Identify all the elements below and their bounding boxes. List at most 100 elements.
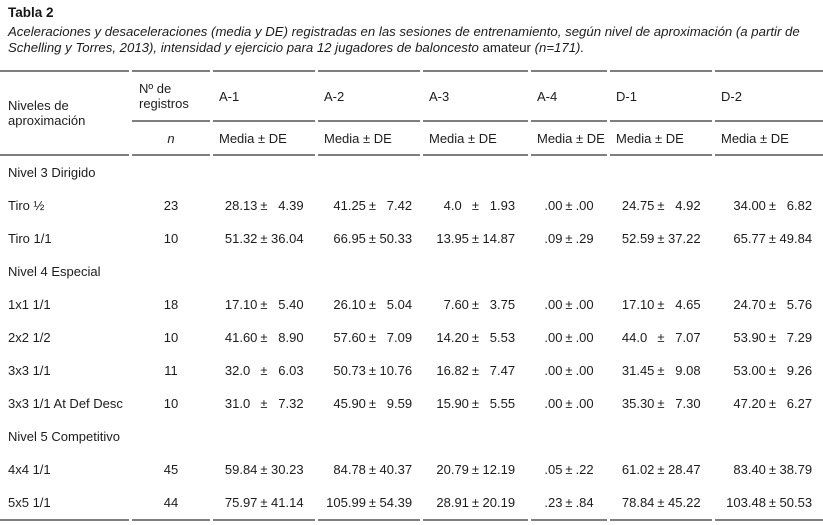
- plus-minus-sign: ±: [657, 198, 665, 213]
- row-label: 2x2 1/2: [8, 330, 51, 345]
- sd-value: 5.40: [278, 297, 304, 312]
- sd-value: 37.22: [668, 231, 701, 246]
- table-row: 5x5 1/1 44 75.97 ±41.14 105.99 ±54.39 28.91 ±20…: [0, 486, 823, 521]
- plus-minus-sign: ±: [768, 330, 777, 345]
- mean-value: 15.90: [436, 396, 469, 411]
- sd-value: 36.04: [271, 231, 304, 246]
- sd-value: 8.90: [278, 330, 304, 345]
- mean-text: 52.59: [621, 231, 655, 246]
- value-cell-A-1: 31.00±7.32: [213, 387, 315, 420]
- value-cell-A-2: 50.73 ±10.76: [318, 354, 420, 387]
- mean-text: 50.73: [333, 363, 366, 378]
- sd-value: 41.14: [271, 495, 304, 510]
- plus-minus-sign: ±: [657, 462, 665, 477]
- sd-value: 50.33: [379, 231, 413, 246]
- sd-value: 28.47: [668, 462, 701, 477]
- mean-text: 45.90: [333, 396, 366, 411]
- value-cell-D-1: 24.75 ±4.92: [610, 189, 712, 222]
- value-cell-A-2: 45.90 ±9.59: [318, 387, 420, 420]
- mean-value: 45.90: [326, 396, 366, 411]
- plus-minus-sign: ±: [565, 495, 573, 510]
- mean-value: 53.90: [726, 330, 766, 345]
- mean-text: 13.95: [436, 231, 469, 246]
- plus-minus-sign: ±: [368, 495, 377, 510]
- mean-text: 17.10: [224, 297, 258, 312]
- column-header-D-1: D-1: [610, 70, 712, 122]
- value-cell-A-1: 28.13 ±4.39: [213, 189, 315, 222]
- mean-value: 84.78: [326, 462, 366, 477]
- mean-text: 59.84: [224, 462, 258, 477]
- sd-value: 5.53: [489, 330, 516, 345]
- column-header-A-2: A-2: [318, 70, 420, 122]
- mean-value: 44.00: [621, 330, 654, 345]
- sd-value: 50.53: [779, 495, 813, 510]
- measure-subheader-A-3: Media ± DE: [423, 122, 528, 156]
- sd-value: .22: [575, 462, 594, 477]
- mean-value: 50.73: [326, 363, 366, 378]
- sd-value: 6.03: [278, 363, 304, 378]
- plus-minus-sign: ±: [260, 495, 268, 510]
- plus-minus-sign: ±: [368, 198, 377, 213]
- sd-value: 7.09: [386, 330, 413, 345]
- mean-text: 78.84: [621, 495, 655, 510]
- mean-text: 35.30: [621, 396, 655, 411]
- value-cell-A-3: 28.91 ±20.19: [423, 486, 528, 521]
- value-cell-A-1: 59.84 ±30.23: [213, 453, 315, 486]
- value-cell-A-2: 26.10 ±5.04: [318, 288, 420, 321]
- section-label: Nivel 5 Competitivo: [8, 429, 120, 444]
- value-cell-D-1: 52.59 ±37.22: [610, 222, 712, 255]
- data-table-wrapper: Niveles de aproximación Nº de registros …: [0, 70, 823, 521]
- mean-value: 16.82: [436, 363, 469, 378]
- table-row: 2x2 1/2 10 41.60 ±8.90 57.60 ±7.09 14.20 ±5.53.…: [0, 321, 823, 354]
- plus-minus-sign: ±: [565, 363, 573, 378]
- mean-text: 17.10: [621, 297, 655, 312]
- sd-value: 40.37: [379, 462, 413, 477]
- mean-text: .00: [544, 363, 563, 378]
- n-value: 10: [163, 396, 179, 411]
- sd-value: 5.55: [489, 396, 516, 411]
- value-cell-A-4: .00 ± .00: [531, 387, 607, 420]
- mean-value: 103.48: [726, 495, 766, 510]
- plus-minus-sign: ±: [471, 297, 480, 312]
- records-header: Nº de registros: [132, 70, 210, 122]
- mean-text: 31.45: [621, 363, 655, 378]
- value-cell-D-2: 103.48 ±50.53: [715, 486, 823, 521]
- mean-text: 41.60: [224, 330, 258, 345]
- value-cell-A-3: 14.20 ±5.53: [423, 321, 528, 354]
- mean-text: 20.79: [436, 462, 469, 477]
- mean-text: 32.0: [224, 363, 251, 378]
- mean-value: 52.59: [621, 231, 655, 246]
- plus-minus-sign: ±: [471, 363, 480, 378]
- value-cell-A-1: 41.60 ±8.90: [213, 321, 315, 354]
- mean-value: 34.00: [726, 198, 766, 213]
- plus-minus-sign: ±: [471, 198, 480, 213]
- sd-value: 49.84: [779, 231, 813, 246]
- mean-value: 31.45: [621, 363, 655, 378]
- n-subheader: n: [132, 122, 210, 156]
- sd-value: .00: [575, 198, 594, 213]
- mean-value: .00: [544, 363, 562, 378]
- n-value: 44: [132, 486, 210, 521]
- mean-text: 28.91: [436, 495, 469, 510]
- value-cell-A-2: 57.60 ±7.09: [318, 321, 420, 354]
- plus-minus-sign: ±: [657, 330, 665, 345]
- plus-minus-sign: ±: [657, 396, 665, 411]
- plus-minus-sign: ±: [657, 363, 665, 378]
- mean-text: 103.48: [726, 495, 766, 510]
- mean-value: 31.00: [224, 396, 257, 411]
- value-cell-A-4: .05 ± .22: [531, 453, 607, 486]
- mean-text: 105.99: [326, 495, 366, 510]
- caption-block: Tabla 2 Aceleraciones y desaceleraciones…: [0, 0, 823, 56]
- table-row: 4x4 1/1 45 59.84 ±30.23 84.78 ±40.37 20.79 ±12.…: [0, 453, 823, 486]
- mean-value: 41.25: [326, 198, 366, 213]
- value-cell-D-2: 47.20 ±6.27: [715, 387, 823, 420]
- mean-text: 83.40: [733, 462, 766, 477]
- row-label: 3x3 1/1 At Def Desc: [8, 396, 123, 411]
- mean-value: 65.77: [726, 231, 766, 246]
- mean-text: .00: [544, 330, 563, 345]
- value-cell-A-4: .00 ± .00: [531, 189, 607, 222]
- mean-value: 41.60: [224, 330, 258, 345]
- n-value: 10: [163, 231, 179, 246]
- mean-value: 105.99: [326, 495, 366, 510]
